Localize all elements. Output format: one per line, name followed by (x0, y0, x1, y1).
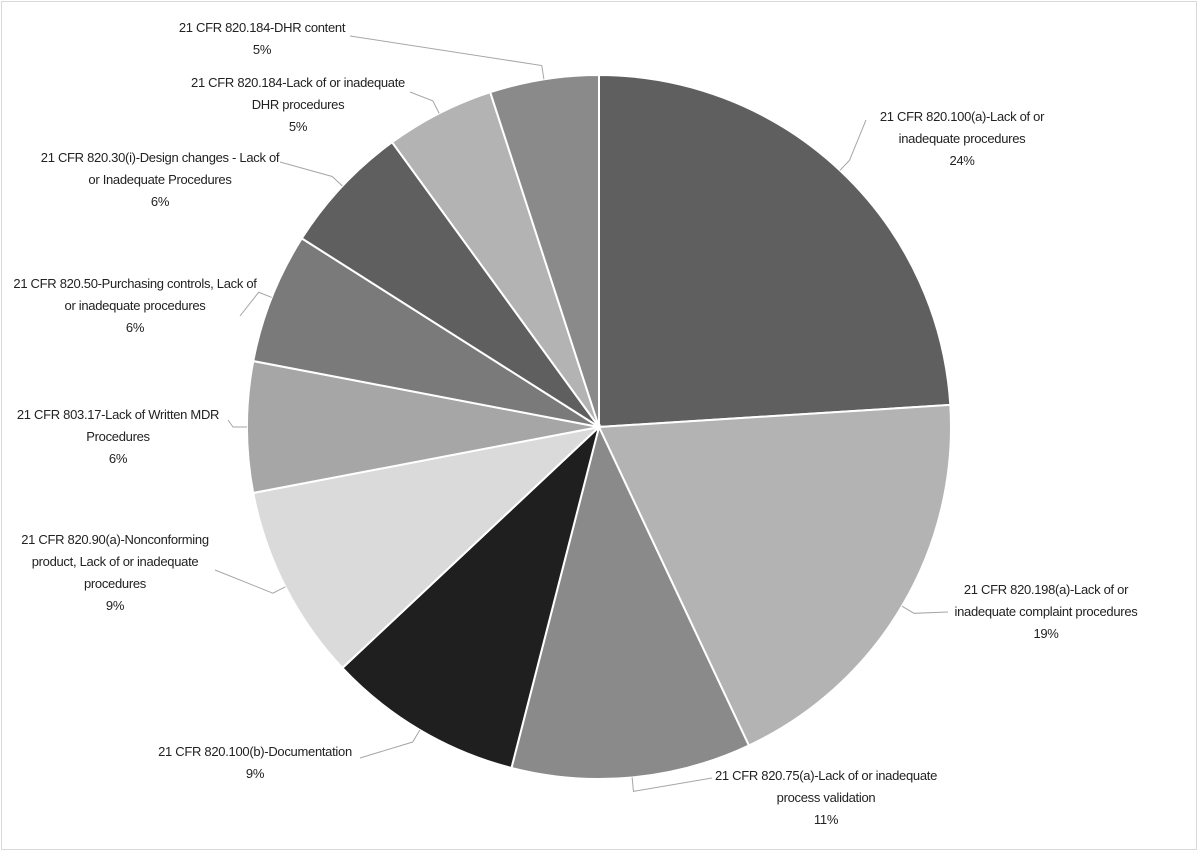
data-label-name: 21 CFR 803.17-Lack of Written MDR Proced… (16, 407, 220, 444)
data-label-value: 11% (813, 812, 839, 827)
leader-line (239, 291, 272, 317)
data-label: 21 CFR 820.100(b)-Documentation 9% (145, 741, 365, 785)
data-label: 21 CFR 820.198(a)-Lack of or inadequate … (941, 579, 1151, 645)
data-label-name: 21 CFR 820.100(a)-Lack of or inadequate … (879, 109, 1045, 146)
data-label-value: 5% (252, 42, 272, 57)
pie-slice (597, 403, 952, 747)
data-label: 21 CFR 820.184-DHR content 5% (162, 17, 362, 61)
data-label-name: 21 CFR 820.30(i)-Design changes - Lack o… (40, 150, 280, 187)
data-label: 21 CFR 820.30(i)-Design changes - Lack o… (35, 147, 285, 213)
data-label-value: 9% (105, 598, 125, 613)
data-label: 21 CFR 820.50-Purchasing controls, Lack … (10, 273, 260, 339)
data-label-value: 5% (288, 119, 308, 134)
data-label-name: 21 CFR 820.100(b)-Documentation (158, 744, 352, 759)
data-label-value: 6% (108, 451, 128, 466)
pie-slice (252, 237, 600, 428)
data-label-value: 24% (949, 153, 975, 168)
pie-slice (598, 73, 952, 429)
leader-line (901, 605, 949, 614)
leader-line (227, 419, 247, 428)
data-label: 21 CFR 820.75(a)-Lack of or inadequate p… (701, 765, 951, 831)
leader-line (214, 569, 286, 594)
leader-line (839, 119, 867, 171)
leader-line (279, 161, 343, 187)
data-label-name: 21 CFR 820.198(a)-Lack of or inadequate … (954, 582, 1138, 619)
pie-slice (300, 140, 600, 428)
leader-line (349, 35, 545, 80)
data-label: 21 CFR 820.90(a)-Nonconforming product, … (15, 529, 215, 617)
data-label-name: 21 CFR 820.75(a)-Lack of or inadequate p… (714, 768, 938, 805)
pie-slice (340, 423, 601, 770)
leader-line (359, 729, 421, 759)
data-label-name: 21 CFR 820.184-Lack of or inadequate DHR… (191, 75, 405, 112)
data-label-name: 21 CFR 820.184-DHR content (178, 20, 346, 35)
data-label-name: 21 CFR 820.90(a)-Nonconforming product, … (21, 532, 209, 591)
pie-slice (252, 425, 603, 670)
data-label: 21 CFR 820.184-Lack of or inadequate DHR… (178, 72, 418, 138)
data-label-value: 6% (125, 320, 145, 335)
data-label-name: 21 CFR 820.50-Purchasing controls, Lack … (13, 276, 257, 313)
data-label: 21 CFR 820.100(a)-Lack of or inadequate … (862, 106, 1062, 172)
leader-line (631, 777, 713, 792)
data-label: 21 CFR 803.17-Lack of Written MDR Proced… (8, 404, 228, 470)
pie-slice (510, 424, 751, 780)
data-label-value: 6% (150, 194, 170, 209)
leader-line (409, 91, 440, 114)
data-label-value: 19% (1033, 626, 1059, 641)
pie-slice (246, 359, 600, 495)
data-label-value: 9% (245, 766, 265, 781)
